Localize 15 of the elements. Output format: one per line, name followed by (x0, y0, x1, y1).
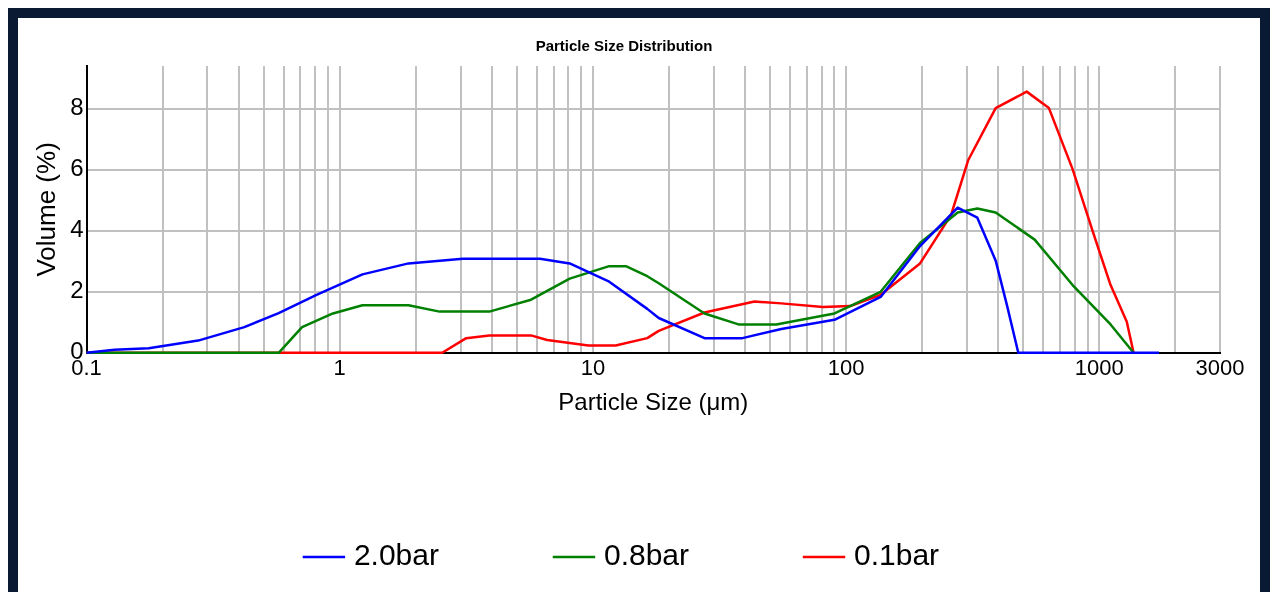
x-tick-label: 3000 (1195, 355, 1245, 381)
legend-label: 2.0bar (353, 538, 439, 572)
chart-title: Particle Size Distribution (535, 37, 713, 55)
x-axis-title: Particle Size (μm) (558, 388, 749, 416)
y-tick-label: 4 (70, 215, 84, 243)
x-tick-label: 10 (580, 355, 606, 381)
legend-label: 0.1bar (854, 538, 940, 572)
legend-label: 0.8bar (603, 538, 690, 572)
y-tick-label: 6 (70, 154, 84, 182)
x-tick-label: 1 (333, 355, 346, 381)
x-tick-label: 100 (827, 355, 865, 381)
y-tick-label: 2 (70, 276, 84, 304)
x-tick-label: 1000 (1074, 355, 1124, 381)
y-tick-label: 8 (70, 93, 84, 121)
y-axis-title: Volume (%) (30, 142, 61, 277)
